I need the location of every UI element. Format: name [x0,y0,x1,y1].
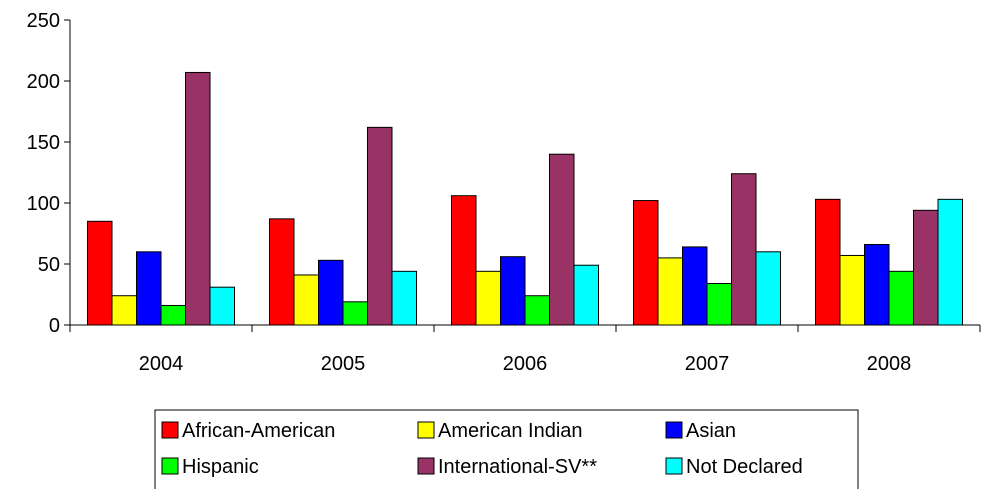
bar-american-indian-2005 [293,274,319,326]
bar-asian-2008 [864,243,890,326]
bar-african-american-2004 [87,220,113,326]
bar-international-sv-2004 [185,71,211,326]
legend-swatch [161,457,179,475]
x-tick-label: 2008 [867,353,912,375]
legend: African-American American Indian Asian Hisp… [154,409,859,489]
legend-label: International-SV** [438,456,597,478]
bar-international-sv-2005 [367,126,393,326]
legend-swatch [417,457,435,475]
bar-not-declared-2008 [937,198,963,326]
bar-african-american-2008 [815,198,841,326]
bar-not-declared-2004 [209,286,235,326]
legend-swatch [417,421,435,439]
bar-american-indian-2006 [475,270,501,326]
y-tick-label: 250 [27,10,60,32]
bar-asian-2004 [136,251,162,326]
x-tick-label: 2005 [321,353,366,375]
bar-international-sv-2007 [731,173,757,326]
x-tick-label: 2007 [685,353,730,375]
bar-international-sv-2008 [913,209,939,326]
y-tick-label: 100 [27,193,60,215]
bar-hispanic-2004 [160,304,186,326]
x-axis: 2004 2005 2006 2007 2008 [69,324,981,375]
bar-international-sv-2006 [549,153,575,326]
legend-swatch [665,421,683,439]
bar-american-indian-2008 [839,254,865,326]
legend-label: American Indian [438,420,583,442]
bar-african-american-2007 [633,200,659,326]
bars [87,71,963,326]
y-tick-label: 0 [49,315,60,337]
bar-african-american-2006 [451,195,477,326]
bar-asian-2006 [500,256,526,326]
legend-label: Asian [686,420,736,442]
bar-not-declared-2006 [573,264,599,326]
bar-not-declared-2005 [391,270,417,326]
bar-american-indian-2007 [657,257,683,326]
legend-label: African-American [182,420,335,442]
legend-box [154,409,859,489]
y-axis: 0 50 100 150 200 250 [27,10,71,337]
bar-hispanic-2005 [342,301,368,326]
bar-hispanic-2006 [524,295,550,326]
bar-hispanic-2008 [888,270,914,326]
legend-swatch [161,421,179,439]
legend-swatch [665,457,683,475]
bar-asian-2007 [682,246,708,326]
bar-hispanic-2007 [706,283,732,326]
bar-american-indian-2004 [111,295,137,326]
y-tick-label: 200 [27,71,60,93]
legend-label: Not Declared [686,456,803,478]
bar-african-american-2005 [269,218,295,326]
y-tick-label: 150 [27,132,60,154]
x-tick-label: 2004 [139,353,184,375]
x-tick-label: 2006 [503,353,548,375]
y-tick-label: 50 [38,254,60,276]
bar-asian-2005 [318,259,344,326]
bar-not-declared-2007 [755,251,781,326]
legend-label: Hispanic [182,456,259,478]
